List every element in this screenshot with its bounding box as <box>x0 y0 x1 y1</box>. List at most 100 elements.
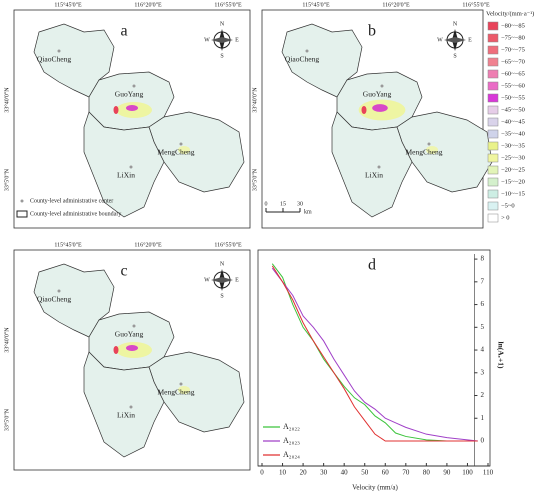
county-label: LiXin <box>117 171 135 180</box>
legend-swatch <box>487 189 499 199</box>
compass-label: N <box>453 21 458 27</box>
county-label: GuoYang <box>115 330 144 339</box>
county-label: MengCheng <box>157 388 194 397</box>
legend-label: −40~−45 <box>501 118 525 125</box>
legend-swatch <box>487 141 499 151</box>
county-label: GuoYang <box>363 90 392 99</box>
compass-label: S <box>220 293 223 299</box>
legend-center-label: County-level administrative center <box>30 198 113 204</box>
map-panel: QiaoCheng GuoYang MengCheng LiXin c N S W E 115°4… <box>3 241 251 471</box>
legend-label: −20~−25 <box>501 166 525 173</box>
lat-label: 33°5'0"N <box>251 168 258 191</box>
legend-label: −55~−60 <box>501 82 525 89</box>
lat-label: 33°5'0"N <box>3 168 10 191</box>
legend-label: > 0 <box>501 214 510 221</box>
map-frame <box>13 249 251 471</box>
legend-label: −15~−20 <box>501 178 525 185</box>
hotspot <box>178 146 190 154</box>
legend-label: −60~−65 <box>501 70 525 77</box>
lon-label: 115°45'0"E <box>54 1 82 8</box>
legend-swatch <box>487 57 499 67</box>
county-center <box>380 84 384 88</box>
legend-label: −65~−70 <box>501 58 525 65</box>
lon-label: 116°55'0"E <box>214 241 242 248</box>
lon-label: 116°20'0"E <box>134 241 162 248</box>
x-tick-label: 40 <box>341 469 349 477</box>
county-center <box>57 289 61 293</box>
hotspot <box>126 105 138 111</box>
map-frame <box>13 9 251 229</box>
legend-swatch <box>487 213 499 223</box>
legend-title: Velocity/(mm·a⁻¹) <box>486 10 534 17</box>
county-center <box>179 382 183 386</box>
county-center <box>305 49 309 53</box>
legend-label: −30~−35 <box>501 142 525 149</box>
county-center <box>179 142 183 146</box>
county-label: LiXin <box>117 411 135 420</box>
county-center <box>132 84 136 88</box>
y-tick-label: 0 <box>480 437 484 445</box>
compass-label: W <box>204 277 210 283</box>
county-label: MengCheng <box>405 148 442 157</box>
map-panel: QiaoCheng GuoYang MengCheng LiXin b N S W E 115°4… <box>251 1 493 229</box>
legend-label: A₂₀₂₄ <box>283 450 300 459</box>
county-label: QiaoCheng <box>37 295 71 304</box>
map-frame <box>261 9 484 229</box>
legend-swatch <box>487 129 499 139</box>
hotspot <box>178 386 190 394</box>
hotspot <box>113 346 119 354</box>
legend-label: −25~−30 <box>501 154 525 161</box>
lat-label: 33°40'0"N <box>3 327 10 353</box>
y-tick-label: 2 <box>480 391 484 399</box>
legend-center <box>20 199 24 203</box>
panel-letter: d <box>368 257 376 274</box>
x-tick-label: 20 <box>300 469 308 477</box>
series-line <box>271 263 478 442</box>
compass-label: W <box>204 37 210 43</box>
legend-swatch <box>487 93 499 103</box>
panel-letter: c <box>120 263 127 280</box>
legend-label: −75~−80 <box>501 34 525 41</box>
legend-swatch <box>487 33 499 43</box>
x-tick-label: 0 <box>260 469 264 477</box>
county-center <box>57 49 61 53</box>
legend-swatch <box>487 201 499 211</box>
legend-label: −35~−40 <box>501 130 525 137</box>
legend-label: A₂₀₂₃ <box>283 436 300 445</box>
county-area <box>83 111 165 218</box>
lat-label: 33°40'0"N <box>3 87 10 113</box>
legend-label: A₂₀₂₂ <box>283 422 300 431</box>
compass-label: N <box>220 261 225 267</box>
x-tick-label: 110 <box>483 469 494 477</box>
legend-swatch <box>487 45 499 55</box>
legend-label: −70~−75 <box>501 46 525 53</box>
hotspot <box>372 104 388 112</box>
series-line <box>271 265 478 442</box>
lon-label: 116°55'0"E <box>462 1 490 8</box>
county-area <box>331 111 413 218</box>
county-label: QiaoCheng <box>285 55 319 64</box>
legend-label: −45~−50 <box>501 106 525 113</box>
y-tick-label: 5 <box>480 323 484 331</box>
compass-label: W <box>437 37 443 43</box>
compass-label: E <box>235 277 239 283</box>
compass-label: E <box>468 37 472 43</box>
legend-label: −10~−15 <box>501 190 525 197</box>
compass <box>211 37 233 43</box>
county-label: LiXin <box>365 171 383 180</box>
legend-swatch <box>487 117 499 127</box>
legend-swatch <box>487 105 499 115</box>
county-label: MengCheng <box>157 148 194 157</box>
series-line <box>271 267 478 442</box>
hotspot <box>361 106 367 114</box>
legend-swatch <box>487 81 499 91</box>
hotspot <box>113 106 119 114</box>
hotspot <box>126 345 138 351</box>
x-tick-label: 30 <box>320 469 328 477</box>
county-area <box>83 351 165 458</box>
y-tick-label: 8 <box>480 255 484 263</box>
compass-label: S <box>220 53 223 59</box>
legend-boundary <box>16 210 28 218</box>
legend-swatch <box>487 177 499 187</box>
